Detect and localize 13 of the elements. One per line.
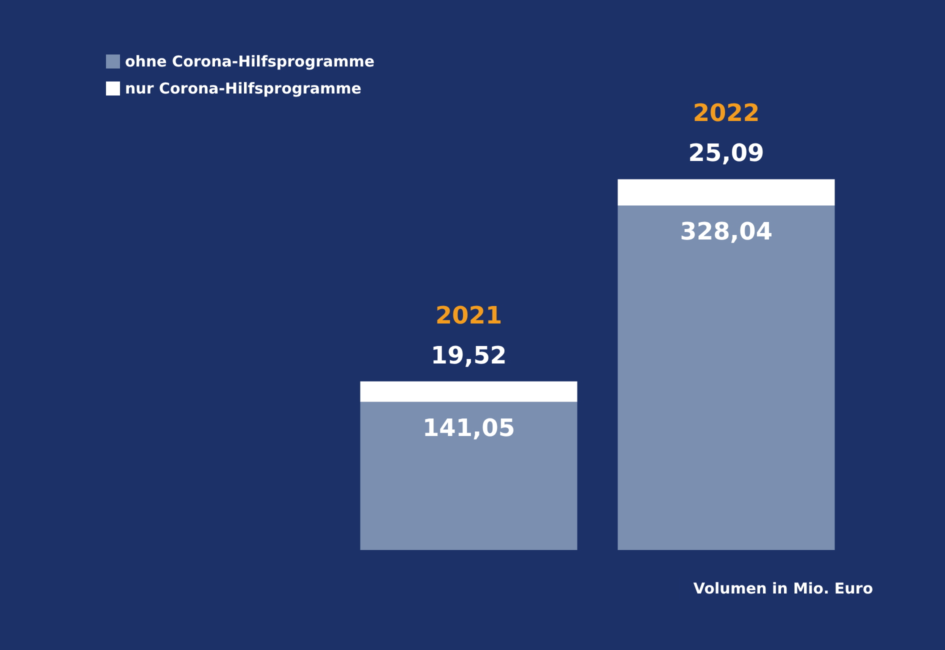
data-label: 141,05 bbox=[422, 414, 516, 442]
x-axis-title: Volumen in Mio. Euro bbox=[693, 580, 874, 598]
bar bbox=[360, 402, 578, 550]
x-tick-label: 2021 bbox=[435, 301, 502, 330]
legend-label: nur Corona-Hilfsprogramme bbox=[125, 80, 362, 98]
x-tick-label: 2022 bbox=[692, 99, 760, 128]
data-label: 19,52 bbox=[430, 341, 507, 370]
legend-label: ohne Corona-Hilfsprogramme bbox=[125, 52, 375, 70]
data-label: 25,09 bbox=[688, 139, 764, 168]
data-label: 328,04 bbox=[680, 218, 773, 246]
bar bbox=[618, 179, 835, 206]
bar bbox=[618, 206, 835, 550]
bar bbox=[360, 381, 578, 402]
